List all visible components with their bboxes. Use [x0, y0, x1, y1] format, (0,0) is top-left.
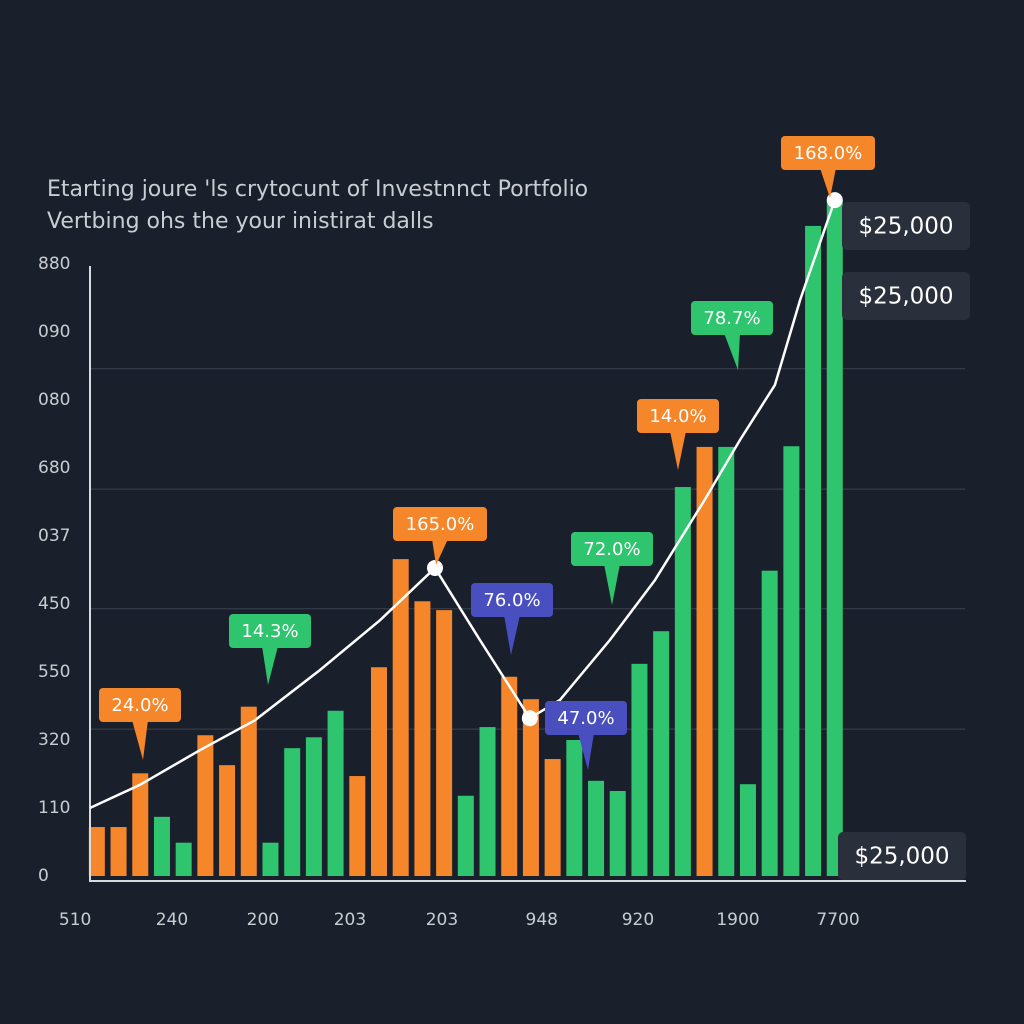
bar — [826, 200, 843, 876]
x-tick-label: 200 — [247, 910, 279, 930]
x-tick-label: 920 — [622, 910, 654, 930]
callout-label: 47.0% — [557, 708, 614, 729]
callout-tail — [820, 168, 836, 198]
callout-label: 168.0% — [794, 143, 863, 164]
callout-tail — [724, 333, 740, 370]
bar — [588, 780, 605, 876]
callout-label: 24.0% — [111, 695, 168, 716]
callout-box — [637, 399, 719, 433]
callout-box — [229, 614, 311, 648]
bar — [653, 631, 670, 876]
bar — [479, 727, 496, 876]
callout-tail — [578, 733, 594, 770]
callout-box — [571, 532, 653, 566]
callout-label: 72.0% — [583, 539, 640, 560]
bar — [609, 791, 626, 876]
x-tick-label: 1900 — [716, 910, 759, 930]
chart-subtitle: Vertbing ohs the your inistirat dalls — [47, 209, 434, 234]
bar — [631, 663, 648, 876]
callout-label: 76.0% — [483, 590, 540, 611]
bar — [761, 570, 778, 876]
y-tick-label: 110 — [38, 798, 70, 818]
bar — [501, 676, 518, 876]
x-tick-label: 7700 — [816, 910, 859, 930]
line-marker — [521, 710, 538, 727]
callout-tail — [432, 539, 448, 565]
bar — [544, 759, 561, 876]
bar — [805, 225, 822, 877]
callout-box — [691, 301, 773, 335]
bar — [696, 446, 713, 876]
x-tick-label: 510 — [59, 910, 91, 930]
bar — [392, 559, 409, 876]
bar — [88, 827, 105, 876]
chart-title: Etarting joure 'ls crytocunt of Investnn… — [47, 177, 588, 202]
y-tick-label: 0 — [38, 866, 49, 886]
y-tick-label: 550 — [38, 662, 70, 682]
callout-box — [781, 136, 875, 170]
x-tick-label: 203 — [334, 910, 366, 930]
bar — [153, 816, 170, 876]
bar — [262, 842, 279, 876]
bar — [132, 773, 149, 876]
price-tag-box — [838, 832, 966, 880]
bar — [349, 776, 366, 876]
bar — [284, 748, 301, 876]
line-marker — [826, 192, 843, 209]
bar — [436, 610, 453, 876]
price-tag: $25,000 — [858, 214, 953, 240]
y-tick-label: 320 — [38, 730, 70, 750]
callout-tail — [262, 646, 278, 685]
callout-tail — [504, 615, 520, 655]
bar — [175, 842, 192, 876]
y-tick-label: 037 — [38, 526, 70, 546]
y-tick-label: 450 — [38, 594, 70, 614]
callout-box — [471, 583, 553, 617]
bar — [219, 765, 236, 876]
bar — [305, 737, 322, 876]
bar — [739, 784, 756, 876]
bar — [566, 740, 583, 876]
callout-label: 165.0% — [406, 514, 475, 535]
bar — [783, 446, 800, 876]
bar — [414, 601, 431, 876]
price-tag-box — [842, 202, 970, 250]
bar — [457, 795, 474, 876]
bar — [327, 710, 344, 876]
bar — [371, 667, 387, 876]
bar — [197, 735, 214, 876]
y-tick-label: 080 — [38, 390, 70, 410]
callout-box — [99, 688, 181, 722]
price-tag-box — [842, 272, 970, 320]
bar — [110, 827, 127, 876]
x-tick-label: 203 — [426, 910, 458, 930]
bar — [718, 446, 735, 876]
price-tag: $25,000 — [854, 844, 949, 870]
y-tick-label: 880 — [38, 254, 70, 274]
callout-box — [545, 701, 627, 735]
bar — [240, 706, 257, 876]
callout-label: 14.3% — [241, 621, 298, 642]
callout-label: 14.0% — [649, 406, 706, 427]
price-tag: $25,000 — [858, 284, 953, 310]
y-tick-label: 090 — [38, 322, 70, 342]
x-tick-label: 240 — [156, 910, 188, 930]
callout-label: 78.7% — [703, 308, 760, 329]
y-tick-label: 680 — [38, 458, 70, 478]
callout-tail — [670, 431, 686, 470]
line-marker — [426, 559, 443, 576]
callout-tail — [604, 564, 620, 605]
x-tick-label: 948 — [526, 910, 558, 930]
bar — [674, 487, 691, 876]
callout-box — [393, 507, 487, 541]
bar — [522, 699, 539, 876]
callout-tail — [132, 720, 148, 760]
